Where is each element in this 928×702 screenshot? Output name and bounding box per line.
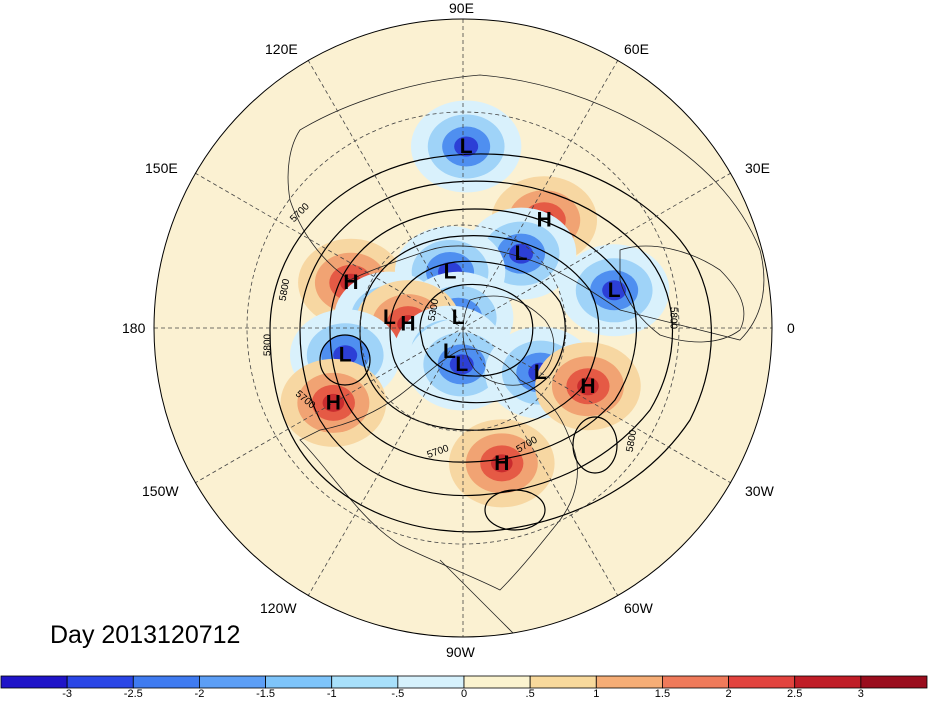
lon-label-180: 180: [122, 320, 146, 336]
pressure-system-low-11: L: [443, 340, 456, 363]
pressure-system-high-10: H: [326, 391, 341, 414]
lon-label-60e: 60E: [624, 41, 649, 57]
pressure-system-high-8: H: [400, 313, 415, 336]
pressure-system-low-4: L: [515, 242, 528, 265]
colorbar-swatch-1: [66, 675, 134, 689]
pressure-system-low-6: L: [452, 306, 465, 329]
colorbar-swatch-4: [265, 675, 333, 689]
colorbar-swatch-8: [529, 675, 597, 689]
contour-5500: [359, 235, 600, 431]
pressure-system-low-7: L: [383, 306, 396, 329]
colorbar-swatch-9: [595, 675, 663, 689]
contour-low-atlantic: [572, 416, 618, 474]
map-border: [153, 18, 773, 638]
colorbar-swatch-10: [662, 675, 729, 689]
colorbar-tick-5: -.5: [391, 688, 405, 700]
pressure-system-low-12: L: [455, 353, 468, 376]
anomaly-fill: [280, 100, 670, 508]
pressure-system-low-0: L: [460, 135, 473, 158]
colorbar-tick-1: -2.5: [123, 688, 143, 700]
contour-label-7: 5800: [625, 429, 640, 453]
contour-low-pacific: [319, 334, 371, 386]
meridian-150-30w: [194, 172, 732, 484]
colorbar-swatch-0: [0, 675, 68, 689]
contour-label-1: 5800: [278, 278, 293, 302]
contour-5400: [389, 260, 566, 404]
colorbar-tick-8: 1: [593, 688, 600, 700]
anomaly-shade-14-3: [577, 377, 599, 396]
pressure-system-low-5: L: [444, 260, 457, 283]
contour-label-6: 5300: [427, 298, 442, 322]
lon-label-30w: 30W: [745, 483, 774, 499]
colorbar-tick-12: 3: [857, 688, 864, 700]
colorbar-tick-7: .5: [525, 688, 535, 700]
height-contours: [269, 153, 712, 533]
colorbar-tick-4: -1: [326, 688, 337, 700]
coastlines: [287, 74, 765, 637]
central-america-coast: [439, 559, 531, 637]
pressure-system-low-9: L: [339, 344, 352, 367]
graticule: [154, 19, 772, 637]
anomaly-shade-10-3: [322, 393, 345, 412]
colorbar-swatch-5: [331, 675, 399, 689]
colorbar-swatch-7: [463, 675, 531, 689]
colorbar-tick-6: 0: [460, 688, 468, 700]
lon-label-120w: 120W: [260, 600, 297, 616]
colorbar-swatch-2: [132, 675, 200, 689]
europe-coast: [619, 245, 745, 343]
anomaly-shade-0-3: [454, 136, 479, 157]
anomaly-shade-2-3: [602, 280, 627, 301]
colorbar-tick-2: -2: [194, 688, 205, 700]
colorbar-swatch-11: [728, 675, 796, 689]
colorbar: [0, 675, 928, 689]
lon-label-30e: 30E: [745, 160, 770, 176]
colorbar-tick-11: 2.5: [787, 688, 803, 700]
colorbar-tick-3: -1.5: [256, 688, 276, 700]
pressure-system-high-15: H: [494, 452, 509, 475]
colorbar-tick-10: 2: [725, 688, 732, 700]
north-america-coast: [299, 348, 578, 591]
colorbar-tick-9: 1.5: [654, 688, 671, 700]
lon-label-60w: 60W: [624, 600, 653, 616]
greenland-coast: [462, 295, 554, 386]
colorbar-swatch-13: [860, 675, 928, 689]
lon-label-150e: 150E: [145, 160, 178, 176]
pressure-system-low-13: L: [534, 361, 547, 384]
contour-5700: [299, 180, 673, 497]
contour-5800: [269, 153, 712, 533]
contour-label-2: 5800: [263, 333, 274, 356]
colorbar-tick-0: -3: [62, 688, 73, 700]
day-label: Day 2013120712: [50, 621, 241, 649]
lon-label-0: 0: [787, 320, 795, 336]
contour-label-3: 5800: [668, 307, 679, 330]
contour-high-atlantic: [484, 489, 546, 531]
contour-5600: [329, 208, 637, 463]
colorbar-swatch-12: [794, 675, 862, 689]
pressure-system-high-1: H: [537, 209, 552, 232]
contour-5300: [419, 283, 534, 377]
pressure-system-high-14: H: [580, 375, 595, 398]
anomaly-shade-12-3: [449, 354, 474, 375]
colorbar-swatch-6: [397, 675, 465, 689]
eurasia-coast: [287, 74, 765, 341]
lon-label-90e: 90E: [449, 0, 474, 16]
lon-label-120e: 120E: [265, 41, 298, 57]
lon-label-90w: 90W: [446, 644, 475, 660]
colorbar-swatch-3: [199, 675, 266, 689]
pressure-system-high-3: H: [343, 271, 358, 294]
pressure-system-low-2: L: [608, 279, 621, 302]
lon-label-150w: 150W: [142, 483, 179, 499]
